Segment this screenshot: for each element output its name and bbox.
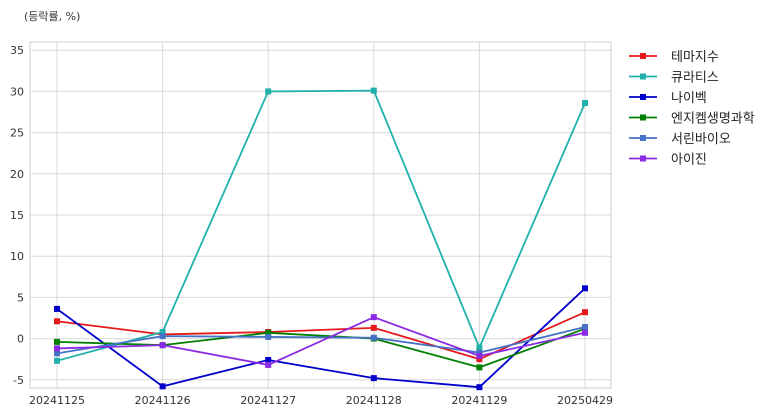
legend-item: 나이벡 [629,91,707,106]
x-tick-label: 20250429 [557,394,613,407]
legend-marker [640,73,646,80]
legend-item: 큐라티스 [629,71,719,86]
y-axis: -5 0 5 10 15 20 25 30 35 [10,44,24,387]
legend-label: 엔지켐생명과학 [671,112,755,127]
legend-item: 서린바이오 [629,132,731,147]
legend-marker [640,155,646,162]
y-tick-label: 15 [10,209,24,222]
data-point [54,345,60,352]
y-tick-label: 0 [17,333,24,346]
series-line [56,326,586,355]
x-tick-label: 20241127 [240,394,296,407]
legend-label: 테마지수 [671,50,719,65]
y-tick-label: 5 [17,291,24,304]
data-point [582,285,588,292]
legend-label: 큐라티스 [671,71,719,86]
y-tick-label: 20 [10,168,24,181]
series-5 [54,324,588,357]
y-tick-label: 35 [10,44,24,57]
legend-marker [640,114,646,121]
y-tick-label: 10 [10,250,24,263]
data-point [370,87,377,94]
data-point [370,324,377,331]
series-line [56,89,586,362]
x-tick-label: 20241128 [346,394,402,407]
series-6 [54,314,588,368]
data-point [476,349,483,356]
x-tick-label: 20241125 [29,394,85,407]
data-point [159,333,166,340]
legend-item: 엔지켐생명과학 [629,112,755,127]
data-point [476,364,483,371]
data-point [265,88,272,95]
data-point [265,329,272,336]
series-3 [54,285,588,391]
data-point [582,99,588,106]
data-point [54,350,60,357]
data-point [370,334,377,341]
data-point [476,384,483,391]
data-point [159,342,166,349]
data-point [370,314,377,321]
x-axis: 20241125 20241126 20241127 20241128 20241129… [29,394,613,407]
series-line [56,316,586,366]
grid [30,42,611,388]
series-line [56,287,586,389]
data-point [265,361,272,368]
data-point [54,357,60,364]
series-2 [54,87,588,364]
legend-marker [640,94,646,100]
data-point [476,352,483,359]
data-point [476,344,483,351]
data-point [159,328,166,335]
data-point [265,333,272,340]
legend-marker [640,135,646,141]
data-point [54,338,60,345]
unit-label: (등락률, %) [24,10,80,23]
data-point [582,329,588,336]
data-point [370,375,377,382]
y-tick-label: -5 [13,374,24,387]
y-tick-label: 25 [10,127,24,140]
data-point [265,356,272,363]
y-tick-label: 30 [10,85,24,98]
legend-label: 나이벡 [671,91,707,106]
series-group [54,87,588,391]
data-point [54,318,60,325]
legend-marker [640,53,646,59]
legend-label: 아이진 [671,153,707,168]
x-tick-label: 20241129 [451,394,507,407]
data-point [159,383,166,390]
series-line [56,327,586,369]
legend-item: 테마지수 [629,50,719,65]
data-point [476,356,483,363]
data-point [582,324,588,331]
legend-item: 아이진 [629,153,707,168]
data-point [54,305,60,312]
legend-label: 서린바이오 [671,132,731,147]
x-tick-label: 20241126 [135,394,191,407]
data-point [582,309,588,316]
